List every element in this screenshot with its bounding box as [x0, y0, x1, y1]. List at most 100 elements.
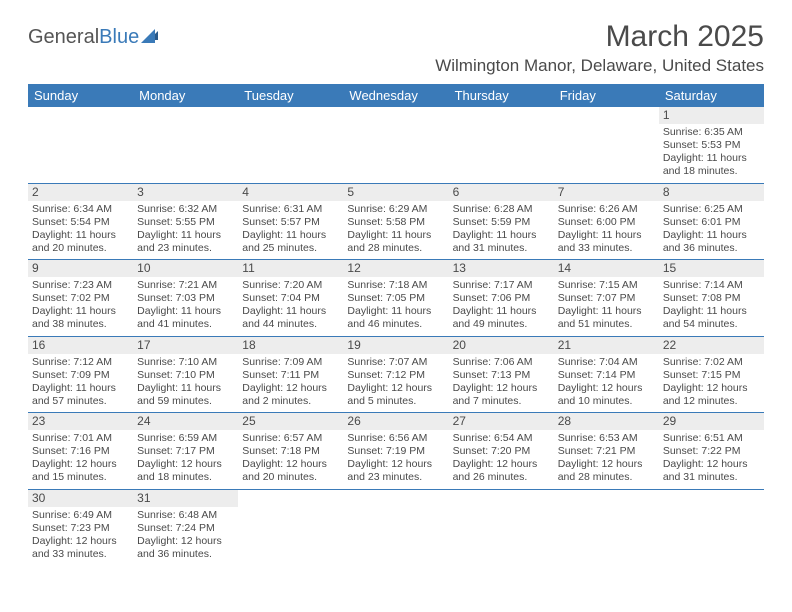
sunset-text: Sunset: 7:13 PM [453, 369, 550, 382]
sunrise-text: Sunrise: 7:09 AM [242, 356, 339, 369]
sunrise-text: Sunrise: 7:02 AM [663, 356, 760, 369]
week-row: 9Sunrise: 7:23 AMSunset: 7:02 PMDaylight… [28, 260, 764, 337]
week-row: 30Sunrise: 6:49 AMSunset: 7:23 PMDayligh… [28, 490, 764, 566]
day-number: 19 [343, 337, 448, 354]
sunset-text: Sunset: 5:58 PM [347, 216, 444, 229]
sunset-text: Sunset: 7:20 PM [453, 445, 550, 458]
sunrise-text: Sunrise: 7:14 AM [663, 279, 760, 292]
day-cell [554, 490, 659, 566]
day-header: Tuesday [238, 84, 343, 107]
daylight-text: Daylight: 11 hours and 41 minutes. [137, 305, 234, 331]
sunset-text: Sunset: 7:06 PM [453, 292, 550, 305]
day-cell: 22Sunrise: 7:02 AMSunset: 7:15 PMDayligh… [659, 337, 764, 413]
logo-text-blue: Blue [99, 26, 139, 49]
daylight-text: Daylight: 12 hours and 12 minutes. [663, 382, 760, 408]
daylight-text: Daylight: 11 hours and 51 minutes. [558, 305, 655, 331]
day-header: Sunday [28, 84, 133, 107]
daylight-text: Daylight: 11 hours and 38 minutes. [32, 305, 129, 331]
daylight-text: Daylight: 12 hours and 26 minutes. [453, 458, 550, 484]
sunrise-text: Sunrise: 6:59 AM [137, 432, 234, 445]
daylight-text: Daylight: 11 hours and 59 minutes. [137, 382, 234, 408]
day-cell: 13Sunrise: 7:17 AMSunset: 7:06 PMDayligh… [449, 260, 554, 336]
week-row: 23Sunrise: 7:01 AMSunset: 7:16 PMDayligh… [28, 413, 764, 490]
day-cell [659, 490, 764, 566]
day-cell: 7Sunrise: 6:26 AMSunset: 6:00 PMDaylight… [554, 184, 659, 260]
sunset-text: Sunset: 7:02 PM [32, 292, 129, 305]
sunrise-text: Sunrise: 7:01 AM [32, 432, 129, 445]
sunset-text: Sunset: 7:04 PM [242, 292, 339, 305]
sunrise-text: Sunrise: 6:35 AM [663, 126, 760, 139]
day-cell [238, 490, 343, 566]
sunrise-text: Sunrise: 7:04 AM [558, 356, 655, 369]
sunset-text: Sunset: 7:19 PM [347, 445, 444, 458]
sunset-text: Sunset: 5:53 PM [663, 139, 760, 152]
day-number: 2 [28, 184, 133, 201]
week-row: 2Sunrise: 6:34 AMSunset: 5:54 PMDaylight… [28, 184, 764, 261]
daylight-text: Daylight: 12 hours and 2 minutes. [242, 382, 339, 408]
day-number: 21 [554, 337, 659, 354]
day-cell: 2Sunrise: 6:34 AMSunset: 5:54 PMDaylight… [28, 184, 133, 260]
day-cell [554, 107, 659, 183]
daylight-text: Daylight: 11 hours and 33 minutes. [558, 229, 655, 255]
day-number: 30 [28, 490, 133, 507]
daylight-text: Daylight: 12 hours and 15 minutes. [32, 458, 129, 484]
day-number: 5 [343, 184, 448, 201]
day-cell: 25Sunrise: 6:57 AMSunset: 7:18 PMDayligh… [238, 413, 343, 489]
day-cell: 4Sunrise: 6:31 AMSunset: 5:57 PMDaylight… [238, 184, 343, 260]
logo: GeneralBlue [28, 26, 158, 49]
sunrise-text: Sunrise: 7:21 AM [137, 279, 234, 292]
sunset-text: Sunset: 5:55 PM [137, 216, 234, 229]
daylight-text: Daylight: 11 hours and 25 minutes. [242, 229, 339, 255]
sunrise-text: Sunrise: 7:17 AM [453, 279, 550, 292]
day-number: 18 [238, 337, 343, 354]
sunrise-text: Sunrise: 7:07 AM [347, 356, 444, 369]
sunset-text: Sunset: 7:09 PM [32, 369, 129, 382]
sunrise-text: Sunrise: 6:57 AM [242, 432, 339, 445]
day-cell: 19Sunrise: 7:07 AMSunset: 7:12 PMDayligh… [343, 337, 448, 413]
sunrise-text: Sunrise: 6:53 AM [558, 432, 655, 445]
sunrise-text: Sunrise: 6:26 AM [558, 203, 655, 216]
day-number: 25 [238, 413, 343, 430]
header: GeneralBlue March 2025 Wilmington Manor,… [28, 20, 764, 76]
day-number: 6 [449, 184, 554, 201]
sunset-text: Sunset: 7:18 PM [242, 445, 339, 458]
day-number: 12 [343, 260, 448, 277]
day-number: 13 [449, 260, 554, 277]
day-cell: 21Sunrise: 7:04 AMSunset: 7:14 PMDayligh… [554, 337, 659, 413]
sunset-text: Sunset: 7:08 PM [663, 292, 760, 305]
day-header: Thursday [449, 84, 554, 107]
day-cell: 16Sunrise: 7:12 AMSunset: 7:09 PMDayligh… [28, 337, 133, 413]
day-cell: 9Sunrise: 7:23 AMSunset: 7:02 PMDaylight… [28, 260, 133, 336]
daylight-text: Daylight: 11 hours and 20 minutes. [32, 229, 129, 255]
day-cell [343, 107, 448, 183]
sunset-text: Sunset: 7:16 PM [32, 445, 129, 458]
daylight-text: Daylight: 12 hours and 5 minutes. [347, 382, 444, 408]
day-number: 14 [554, 260, 659, 277]
day-cell [133, 107, 238, 183]
sunset-text: Sunset: 7:22 PM [663, 445, 760, 458]
daylight-text: Daylight: 11 hours and 54 minutes. [663, 305, 760, 331]
day-number: 8 [659, 184, 764, 201]
day-cell [343, 490, 448, 566]
day-cell: 14Sunrise: 7:15 AMSunset: 7:07 PMDayligh… [554, 260, 659, 336]
sunrise-text: Sunrise: 7:23 AM [32, 279, 129, 292]
day-number: 28 [554, 413, 659, 430]
sunset-text: Sunset: 7:24 PM [137, 522, 234, 535]
day-cell: 23Sunrise: 7:01 AMSunset: 7:16 PMDayligh… [28, 413, 133, 489]
day-cell: 12Sunrise: 7:18 AMSunset: 7:05 PMDayligh… [343, 260, 448, 336]
daylight-text: Daylight: 11 hours and 44 minutes. [242, 305, 339, 331]
day-number: 3 [133, 184, 238, 201]
sunrise-text: Sunrise: 6:25 AM [663, 203, 760, 216]
sunrise-text: Sunrise: 6:51 AM [663, 432, 760, 445]
sunset-text: Sunset: 7:05 PM [347, 292, 444, 305]
day-number: 1 [659, 107, 764, 124]
day-cell: 18Sunrise: 7:09 AMSunset: 7:11 PMDayligh… [238, 337, 343, 413]
sunset-text: Sunset: 7:10 PM [137, 369, 234, 382]
sunrise-text: Sunrise: 6:49 AM [32, 509, 129, 522]
logo-sail-icon [141, 29, 155, 43]
day-cell: 10Sunrise: 7:21 AMSunset: 7:03 PMDayligh… [133, 260, 238, 336]
day-cell: 15Sunrise: 7:14 AMSunset: 7:08 PMDayligh… [659, 260, 764, 336]
daylight-text: Daylight: 11 hours and 23 minutes. [137, 229, 234, 255]
day-number: 4 [238, 184, 343, 201]
day-cell: 17Sunrise: 7:10 AMSunset: 7:10 PMDayligh… [133, 337, 238, 413]
